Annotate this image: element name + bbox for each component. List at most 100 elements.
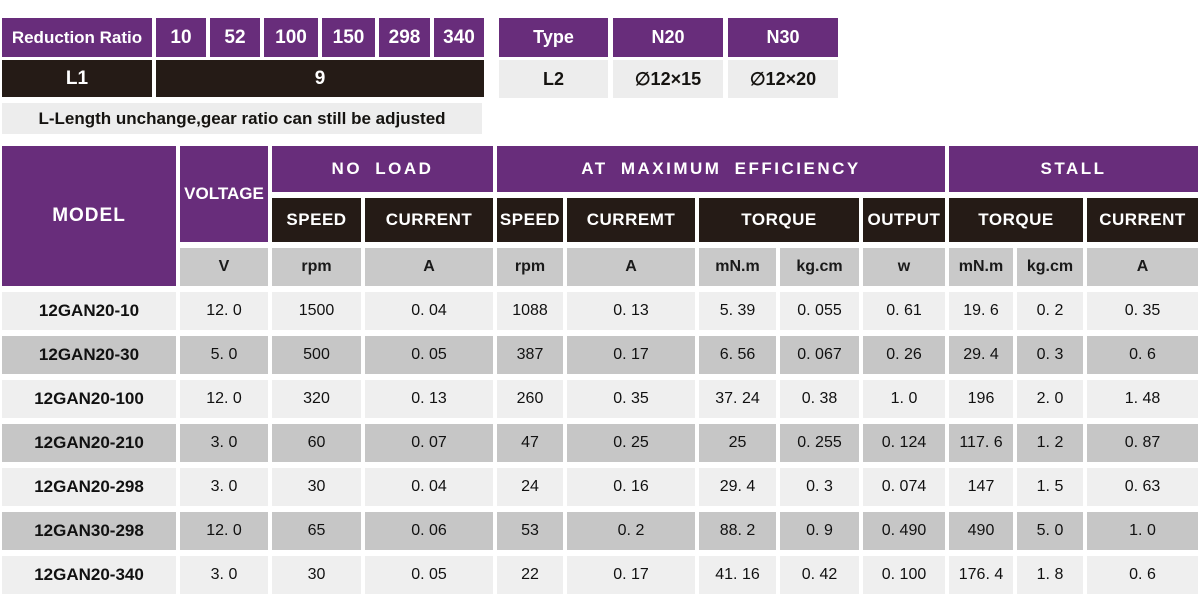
value-cell: 320: [272, 380, 361, 418]
value-cell: 0. 3: [780, 468, 859, 506]
value-cell: 0. 35: [1087, 292, 1198, 330]
value-cell: 0. 87: [1087, 424, 1198, 462]
value-cell: 1. 48: [1087, 380, 1198, 418]
unit-cell: rpm: [272, 248, 361, 286]
model-cell: 12GAN20-10: [2, 292, 176, 330]
value-cell: 1. 8: [1017, 556, 1083, 594]
value-cell: 0. 3: [1017, 336, 1083, 374]
value-cell: 0. 490: [863, 512, 945, 550]
value-cell: 1. 0: [863, 380, 945, 418]
model-header-cell: MODEL: [2, 146, 176, 286]
value-cell: 24: [497, 468, 563, 506]
subheader-noload-current: CURRENT: [365, 198, 493, 242]
unit-cell: rpm: [497, 248, 563, 286]
value-cell: 196: [949, 380, 1013, 418]
value-cell: 65: [272, 512, 361, 550]
value-cell: 0. 067: [780, 336, 859, 374]
value-cell: 88. 2: [699, 512, 776, 550]
value-cell: 3. 0: [180, 424, 268, 462]
value-cell: 500: [272, 336, 361, 374]
value-cell: 0. 05: [365, 336, 493, 374]
value-cell: 5. 39: [699, 292, 776, 330]
value-cell: 0. 255: [780, 424, 859, 462]
value-cell: 5. 0: [180, 336, 268, 374]
value-cell: 3. 0: [180, 556, 268, 594]
value-cell: 0. 17: [567, 336, 695, 374]
value-cell: 12. 0: [180, 512, 268, 550]
value-cell: 0. 35: [567, 380, 695, 418]
value-cell: 0. 38: [780, 380, 859, 418]
value-cell: 25: [699, 424, 776, 462]
unit-cell: w: [863, 248, 945, 286]
value-cell: 0. 17: [567, 556, 695, 594]
value-cell: 29. 4: [699, 468, 776, 506]
value-cell: 0. 61: [863, 292, 945, 330]
value-cell: 12. 0: [180, 380, 268, 418]
l2-label-cell: L2: [499, 60, 608, 98]
value-cell: 0. 42: [780, 556, 859, 594]
type-table: Type N20 N30 L2 ∅12×15 ∅12×20: [499, 18, 838, 98]
group-header-no-load: NO LOAD: [272, 146, 493, 192]
value-cell: 0. 6: [1087, 336, 1198, 374]
unit-cell: kg.cm: [1017, 248, 1083, 286]
subheader-stall-current: CURRENT: [1087, 198, 1198, 242]
value-cell: 0. 16: [567, 468, 695, 506]
value-cell: 12. 0: [180, 292, 268, 330]
value-cell: 0. 25: [567, 424, 695, 462]
value-cell: 0. 9: [780, 512, 859, 550]
value-cell: 0. 100: [863, 556, 945, 594]
model-cell: 12GAN20-100: [2, 380, 176, 418]
unit-cell: kg.cm: [780, 248, 859, 286]
reduction-ratio-header-cell: Reduction Ratio: [2, 18, 152, 57]
value-cell: 0. 2: [567, 512, 695, 550]
value-cell: 37. 24: [699, 380, 776, 418]
model-cell: 12GAN20-210: [2, 424, 176, 462]
value-cell: 1500: [272, 292, 361, 330]
value-cell: 53: [497, 512, 563, 550]
value-cell: 0. 07: [365, 424, 493, 462]
subheader-maxeff-speed: SPEED: [497, 198, 563, 242]
value-cell: 387: [497, 336, 563, 374]
subheader-maxeff-torque: TORQUE: [699, 198, 859, 242]
ratio-value-cell: 150: [322, 18, 375, 57]
value-cell: 0. 04: [365, 292, 493, 330]
value-cell: 0. 13: [567, 292, 695, 330]
unit-cell: A: [567, 248, 695, 286]
value-cell: 2. 0: [1017, 380, 1083, 418]
value-cell: 0. 2: [1017, 292, 1083, 330]
value-cell: 1. 5: [1017, 468, 1083, 506]
value-cell: 47: [497, 424, 563, 462]
subheader-stall-torque: TORQUE: [949, 198, 1083, 242]
value-cell: 0. 26: [863, 336, 945, 374]
unit-cell: mN.m: [699, 248, 776, 286]
subheader-output: OUTPUT: [863, 198, 945, 242]
type-header-cell: Type: [499, 18, 608, 57]
value-cell: 6. 56: [699, 336, 776, 374]
unit-cell: mN.m: [949, 248, 1013, 286]
ratio-value-cell: 298: [379, 18, 430, 57]
model-cell: 12GAN20-30: [2, 336, 176, 374]
length-note: L-Length unchange,gear ratio can still b…: [2, 103, 482, 134]
main-spec-table: MODEL VOLTAGE NO LOAD AT MAXIMUM EFFICIE…: [2, 146, 1198, 594]
value-cell: 30: [272, 556, 361, 594]
ratio-value-cell: 340: [434, 18, 484, 57]
value-cell: 3. 0: [180, 468, 268, 506]
model-cell: 12GAN20-298: [2, 468, 176, 506]
value-cell: 0. 055: [780, 292, 859, 330]
unit-cell: A: [1087, 248, 1198, 286]
group-header-max-efficiency: AT MAXIMUM EFFICIENCY: [497, 146, 945, 192]
value-cell: 22: [497, 556, 563, 594]
value-cell: 0. 074: [863, 468, 945, 506]
subheader-noload-speed: SPEED: [272, 198, 361, 242]
ratio-value-cell: 100: [264, 18, 318, 57]
group-header-stall: STALL: [949, 146, 1198, 192]
l1-value-cell: 9: [156, 60, 484, 97]
voltage-header-cell: VOLTAGE: [180, 146, 268, 242]
l2-value-n30-cell: ∅12×20: [728, 60, 838, 98]
ratio-value-cell: 10: [156, 18, 206, 57]
model-cell: 12GAN30-298: [2, 512, 176, 550]
value-cell: 0. 6: [1087, 556, 1198, 594]
value-cell: 1. 2: [1017, 424, 1083, 462]
value-cell: 19. 6: [949, 292, 1013, 330]
